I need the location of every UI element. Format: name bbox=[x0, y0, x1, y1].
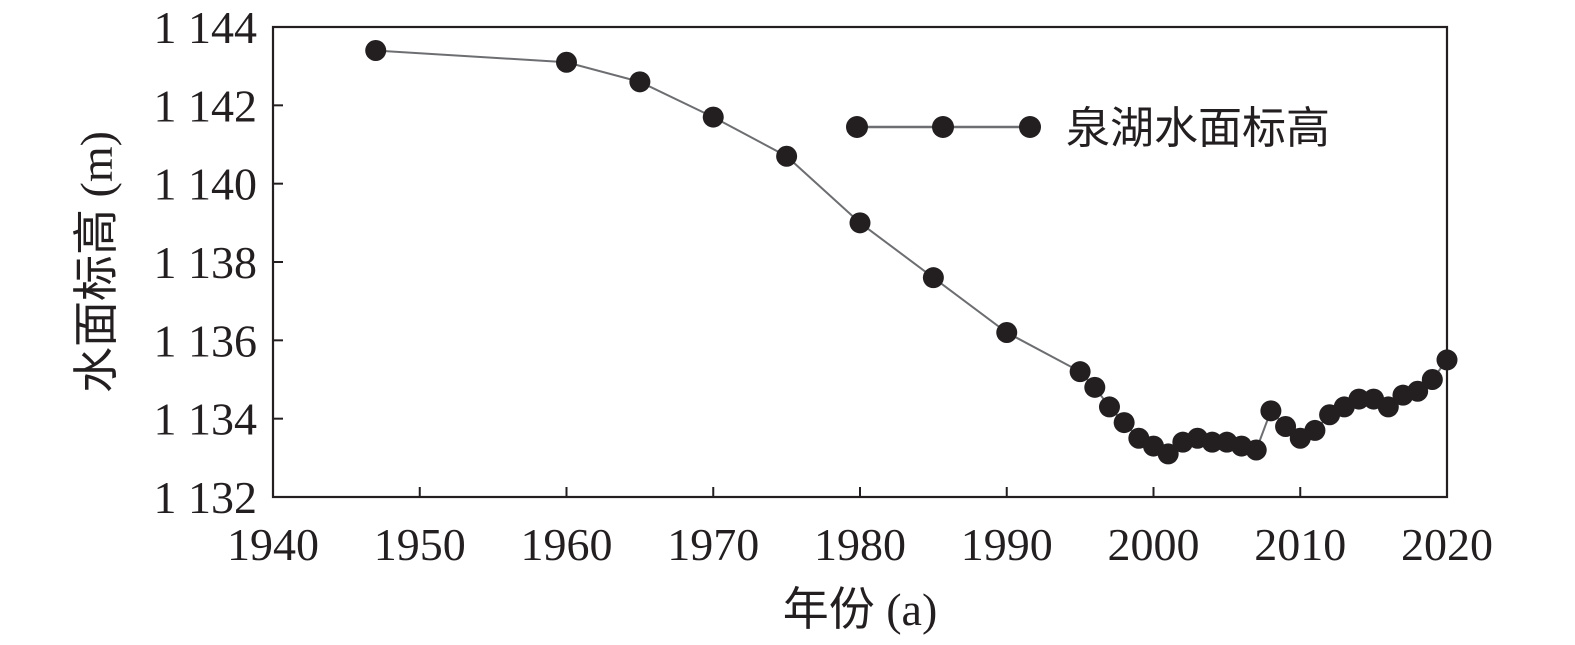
legend: 泉湖水面标高 bbox=[846, 103, 1330, 154]
data-point bbox=[1377, 396, 1399, 418]
data-point bbox=[556, 51, 577, 73]
x-tick-label: 1950 bbox=[374, 519, 466, 570]
data-point bbox=[1069, 361, 1091, 383]
data-point bbox=[996, 322, 1018, 343]
data-point bbox=[1084, 376, 1106, 398]
x-axis: 1940 1950 1960 1970 1980 1990 2000 2010 2020 bbox=[227, 487, 1493, 570]
x-tick-label: 2010 bbox=[1254, 519, 1346, 570]
y-tick-label: 1 140 bbox=[154, 159, 258, 210]
y-tick-label: 1 138 bbox=[154, 237, 258, 288]
data-point bbox=[1275, 416, 1297, 437]
data-point bbox=[702, 106, 724, 128]
data-point bbox=[1260, 400, 1282, 422]
legend-marker bbox=[1019, 116, 1041, 138]
legend-marker bbox=[932, 116, 954, 138]
data-point bbox=[1098, 396, 1120, 418]
y-tick-label: 1 144 bbox=[154, 2, 258, 53]
x-tick-label: 1980 bbox=[814, 519, 906, 570]
y-tick-label: 1 142 bbox=[154, 80, 258, 131]
series-layer bbox=[365, 40, 1458, 465]
y-axis-title: 水面标高 (m) bbox=[71, 131, 122, 393]
data-point bbox=[776, 145, 798, 167]
x-tick-label: 2000 bbox=[1108, 519, 1200, 570]
x-tick-label: 1940 bbox=[227, 519, 319, 570]
x-tick-label: 2020 bbox=[1401, 519, 1493, 570]
data-point bbox=[1304, 419, 1326, 441]
data-point bbox=[1113, 412, 1135, 434]
data-point bbox=[1201, 431, 1223, 453]
x-tick-label: 1970 bbox=[667, 519, 759, 570]
data-point bbox=[1348, 388, 1370, 410]
y-tick-label: 1 134 bbox=[154, 394, 258, 445]
plot-frame bbox=[271, 25, 1449, 499]
data-point bbox=[629, 71, 651, 93]
y-axis: 1 132 1 134 1 136 1 138 1 140 1 142 1 144 bbox=[154, 2, 283, 523]
data-point bbox=[1245, 439, 1267, 461]
legend-marker bbox=[846, 116, 868, 138]
data-point bbox=[1421, 369, 1443, 390]
data-point bbox=[1407, 380, 1429, 402]
x-tick-label: 1990 bbox=[961, 519, 1053, 570]
x-axis-title: 年份 (a) bbox=[783, 584, 938, 635]
legend-label: 泉湖水面标高 bbox=[1066, 103, 1330, 154]
x-tick-label: 1960 bbox=[521, 519, 613, 570]
y-tick-label: 1 132 bbox=[154, 472, 258, 523]
data-point bbox=[1157, 443, 1179, 465]
y-tick-label: 1 136 bbox=[154, 315, 258, 366]
data-point bbox=[365, 40, 387, 61]
data-point bbox=[849, 212, 871, 234]
data-point bbox=[922, 267, 944, 289]
